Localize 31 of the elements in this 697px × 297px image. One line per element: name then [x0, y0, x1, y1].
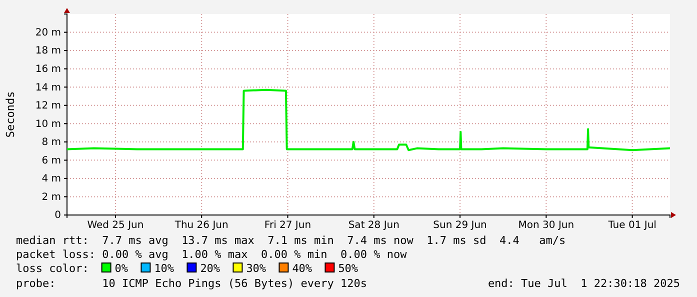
text: 40% [292, 262, 312, 275]
text: 30% [246, 262, 266, 275]
y-axis-title: Seconds [4, 91, 17, 138]
y-tick-label: 14 m [35, 82, 61, 94]
y-tick-label: 18 m [35, 46, 61, 57]
x-tick-label: Tue 01 Jul [607, 220, 656, 232]
text: median rtt: 7.7 ms avg 13.7 ms max 7.1 ms min 7.4 ms now 1.7 ms sd 4.4 am/s [16, 234, 566, 247]
x-tick-label: Sat 28 Jun [348, 220, 400, 232]
text: 50% [338, 262, 358, 275]
text: end: Tue Jul 1 22:30:18 2025 [488, 277, 680, 290]
text: 10% [154, 262, 174, 275]
x-tick-label: Mon 30 Jun [518, 220, 574, 232]
y-tick-label: 20 m [35, 27, 61, 38]
y-tick-label: 0 [54, 210, 61, 222]
y-tick-label: 16 m [35, 64, 61, 76]
text: probe: 10 ICMP Echo Pings (56 Bytes) every 120s [16, 277, 367, 290]
y-tick-label: 10 m [35, 118, 61, 130]
text: 0% [114, 262, 128, 275]
y-tick-label: 6 m [42, 155, 61, 166]
x-tick-label: Fri 27 Jun [264, 220, 312, 232]
text: loss color: [16, 262, 102, 275]
x-tick-label: Thu 26 Jun [174, 220, 228, 232]
x-tick-label: Sun 29 Jun [433, 220, 487, 232]
y-tick-label: 2 m [42, 192, 61, 203]
y-tick-label: 4 m [42, 174, 61, 185]
line-series [66, 88, 671, 152]
y-tick-label: 12 m [35, 100, 61, 112]
x-tick-label: Wed 25 Jun [87, 220, 144, 232]
text: 20% [200, 262, 220, 275]
y-tick-label: 8 m [42, 137, 61, 148]
text: packet loss: 0.00 % avg 1.00 % max 0.00 % min 0.00 % now [16, 248, 408, 261]
